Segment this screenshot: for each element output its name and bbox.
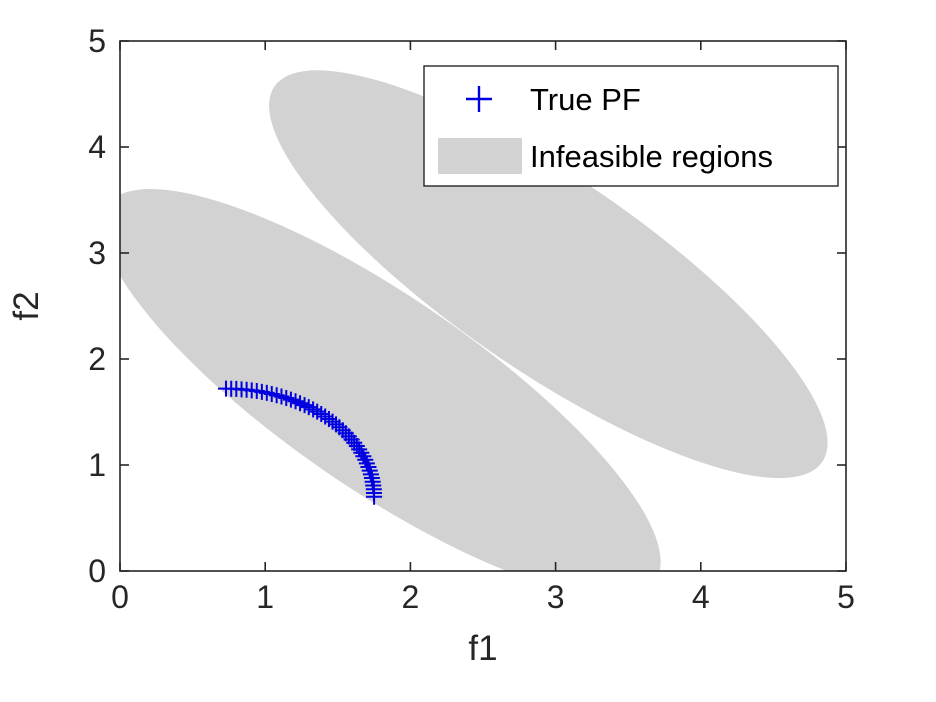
true-pf-series xyxy=(217,380,383,505)
x-tick-label: 5 xyxy=(837,579,855,615)
x-tick-label: 0 xyxy=(111,579,129,615)
y-tick-label: 2 xyxy=(88,341,106,377)
pf-marker-path xyxy=(217,380,383,505)
x-tick-labels: 0 1 2 3 4 5 xyxy=(111,579,855,615)
legend-label-true-pf: True PF xyxy=(530,82,641,117)
infeasible-ellipse xyxy=(120,189,661,571)
y-tick-label: 3 xyxy=(88,235,106,271)
x-axis-label: f1 xyxy=(468,629,497,668)
axis-box xyxy=(119,40,847,572)
y-tick-labels: 0 1 2 3 4 5 xyxy=(88,23,106,589)
y-axis-label: f2 xyxy=(7,291,46,320)
infeasible-ellipse xyxy=(269,70,828,479)
legend: True PF Infeasible regions xyxy=(423,65,839,187)
legend-plus-marker-icon xyxy=(466,86,492,112)
y-tick-label: 5 xyxy=(88,23,106,59)
x-tick-label: 2 xyxy=(402,579,420,615)
legend-label-infeasible: Infeasible regions xyxy=(530,139,773,174)
y-tick-label: 4 xyxy=(88,129,106,165)
legend-patch-swatch xyxy=(438,138,522,174)
x-tick-label: 4 xyxy=(692,579,710,615)
infeasible-regions xyxy=(120,70,828,571)
x-tick-label: 1 xyxy=(256,579,274,615)
y-tick-label: 1 xyxy=(88,447,106,483)
axes xyxy=(119,40,847,572)
x-tick-label: 3 xyxy=(547,579,565,615)
y-tick-label: 0 xyxy=(88,553,106,589)
